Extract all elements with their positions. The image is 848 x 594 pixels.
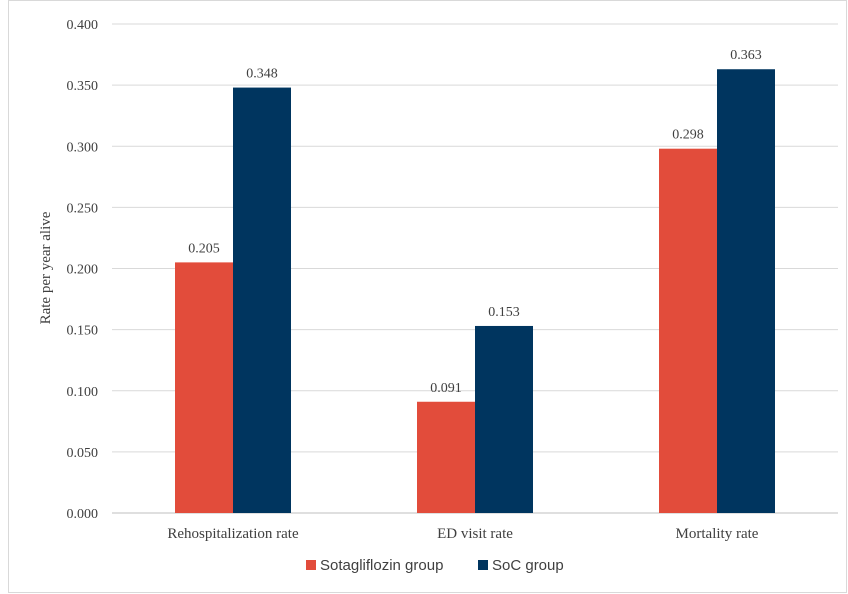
data-label: 0.363: [730, 48, 762, 63]
y-tick-label: 0.150: [67, 324, 99, 339]
legend: Sotagliflozin group SoC group: [306, 557, 564, 574]
y-tick-label: 0.300: [67, 140, 99, 155]
legend-swatch: [306, 560, 316, 570]
data-label: 0.091: [430, 381, 462, 396]
x-axis-ticks: Rehospitalization rate ED visit rate Morta…: [167, 526, 758, 542]
x-tick-label: Mortality rate: [676, 526, 759, 542]
x-tick-label: Rehospitalization rate: [167, 526, 299, 542]
data-labels: 0.205 0.348 0.091 0.153 0.298 0.363: [188, 48, 762, 396]
y-tick-label: 0.250: [67, 201, 99, 216]
bar-soc: [475, 325, 533, 513]
y-tick-label: 0.050: [67, 446, 99, 461]
y-tick-label: 0.400: [67, 18, 99, 33]
bar-soc: [233, 87, 291, 513]
y-tick-label: 0.200: [67, 263, 99, 278]
bar-sotagliflozin: [659, 148, 717, 513]
legend-label: Sotagliflozin group: [320, 557, 443, 574]
data-label: 0.298: [672, 128, 704, 143]
x-tick-label: ED visit rate: [437, 526, 513, 542]
y-tick-label: 0.000: [67, 507, 99, 522]
data-label: 0.153: [488, 305, 520, 320]
y-tick-label: 0.100: [67, 385, 99, 400]
y-axis-ticks: 0.000 0.050 0.100 0.150 0.200 0.250 0.300 0.350…: [67, 18, 99, 522]
bars: [175, 69, 775, 514]
y-axis-label: Rate per year alive: [38, 211, 54, 324]
bar-sotagliflozin: [175, 262, 233, 513]
legend-swatch: [478, 560, 488, 570]
legend-label: SoC group: [492, 557, 564, 574]
data-label: 0.348: [246, 67, 278, 82]
y-tick-label: 0.350: [67, 79, 99, 94]
data-label: 0.205: [188, 241, 220, 256]
bar-sotagliflozin: [417, 401, 475, 513]
bar-soc: [717, 69, 775, 514]
